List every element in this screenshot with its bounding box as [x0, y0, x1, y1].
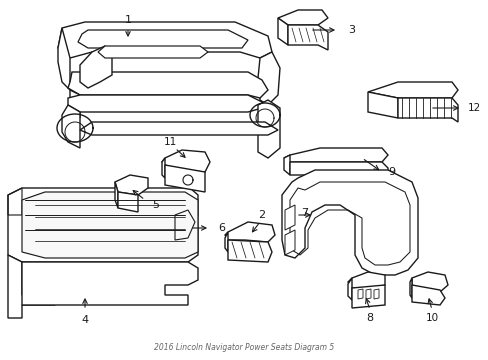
Polygon shape — [98, 46, 207, 58]
Polygon shape — [397, 98, 457, 122]
Polygon shape — [367, 82, 457, 98]
Polygon shape — [70, 90, 80, 118]
Text: 8: 8 — [366, 313, 373, 323]
Text: 7: 7 — [300, 208, 307, 218]
Polygon shape — [351, 285, 384, 308]
Polygon shape — [282, 170, 417, 275]
Polygon shape — [118, 192, 138, 212]
Polygon shape — [164, 165, 204, 192]
Text: 6: 6 — [218, 223, 224, 233]
Polygon shape — [78, 30, 247, 48]
Polygon shape — [409, 278, 411, 298]
Text: 1: 1 — [124, 15, 131, 25]
Polygon shape — [68, 95, 262, 112]
Polygon shape — [411, 285, 444, 305]
Polygon shape — [80, 46, 112, 88]
Polygon shape — [62, 105, 80, 148]
Polygon shape — [68, 72, 267, 98]
Polygon shape — [284, 148, 387, 162]
Polygon shape — [22, 262, 198, 305]
Text: 9: 9 — [387, 167, 394, 177]
Polygon shape — [284, 155, 289, 175]
Polygon shape — [80, 122, 278, 135]
Polygon shape — [58, 22, 271, 58]
Polygon shape — [22, 192, 198, 258]
Polygon shape — [278, 18, 287, 45]
Polygon shape — [287, 25, 327, 50]
Polygon shape — [347, 278, 351, 300]
Polygon shape — [115, 182, 118, 208]
Polygon shape — [58, 28, 70, 90]
Polygon shape — [285, 205, 294, 230]
Text: 11: 11 — [163, 137, 176, 147]
Text: 10: 10 — [425, 313, 438, 323]
Text: 2016 Lincoln Navigator Power Seats Diagram 5: 2016 Lincoln Navigator Power Seats Diagr… — [154, 343, 334, 352]
Polygon shape — [227, 240, 271, 262]
Text: 12: 12 — [467, 103, 480, 113]
Text: 4: 4 — [81, 315, 88, 325]
Polygon shape — [8, 188, 198, 262]
Text: 2: 2 — [258, 210, 265, 220]
Text: 3: 3 — [347, 25, 354, 35]
Polygon shape — [411, 272, 447, 292]
Polygon shape — [224, 222, 274, 242]
Polygon shape — [258, 52, 280, 105]
Polygon shape — [258, 100, 280, 158]
Polygon shape — [115, 175, 148, 195]
Polygon shape — [8, 255, 55, 318]
Polygon shape — [367, 92, 397, 118]
Polygon shape — [278, 10, 327, 25]
Polygon shape — [285, 230, 294, 255]
Polygon shape — [162, 158, 164, 178]
Polygon shape — [289, 162, 387, 178]
Polygon shape — [162, 150, 209, 172]
Text: 5: 5 — [152, 200, 159, 210]
Polygon shape — [347, 272, 384, 290]
Polygon shape — [224, 232, 227, 252]
